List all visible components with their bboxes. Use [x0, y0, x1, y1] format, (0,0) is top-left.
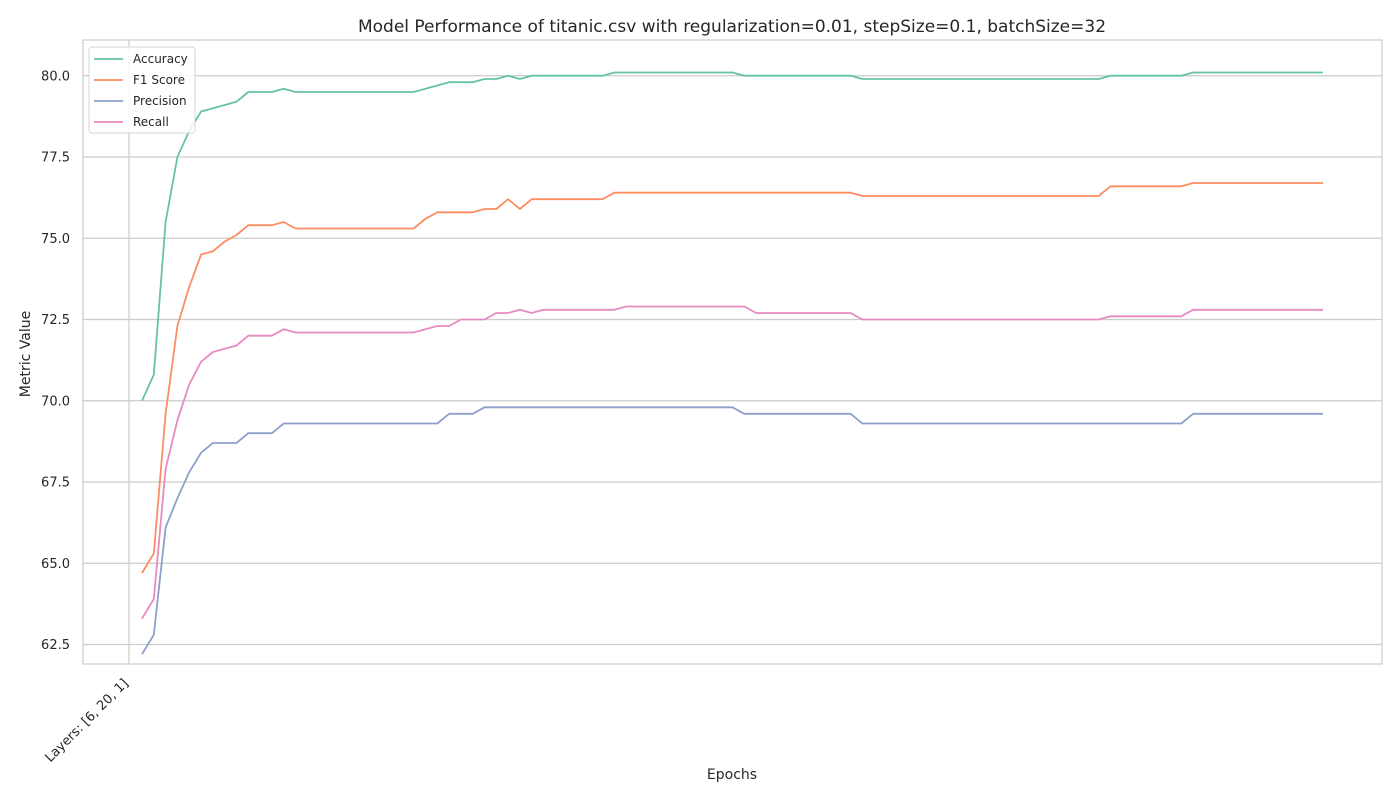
- y-tick-label: 80.0: [41, 69, 70, 84]
- x-tick-label: Layers: [6, 20, 1]: [43, 676, 132, 765]
- y-axis-ticks: 62.5 65.0 67.5 70.0 72.5 75.0 77.5 80.0: [41, 69, 70, 653]
- y-tick-label: 75.0: [41, 232, 70, 247]
- y-tick-label: 77.5: [41, 151, 70, 166]
- legend: Accuracy F1 Score Precision Recall: [88, 46, 196, 134]
- series-line-recall: [141, 305, 1323, 619]
- y-tick-label: 67.5: [41, 476, 70, 491]
- legend-label-recall: Recall: [133, 115, 169, 129]
- legend-label-f1-score: F1 Score: [133, 73, 185, 87]
- y-tick-label: 70.0: [41, 394, 70, 409]
- x-axis-label: Epochs: [707, 767, 757, 783]
- legend-label-precision: Precision: [133, 94, 187, 108]
- y-tick-label: 72.5: [41, 313, 70, 328]
- series-line-precision: [141, 406, 1323, 655]
- legend-label-accuracy: Accuracy: [133, 52, 188, 66]
- y-axis-label: Metric Value: [18, 311, 34, 397]
- chart-title: Model Performance of titanic.csv with re…: [358, 17, 1106, 37]
- series-line-accuracy: [141, 71, 1323, 402]
- x-axis-ticks: Layers: [6, 20, 1]: [43, 676, 132, 765]
- legend-box: [88, 46, 196, 134]
- grid-lines: [83, 40, 1382, 664]
- y-tick-label: 62.5: [41, 638, 70, 653]
- series-lines: [141, 71, 1323, 655]
- plot-area: [82, 39, 1383, 665]
- y-tick-label: 65.0: [41, 557, 70, 572]
- series-line-f1-score: [141, 182, 1323, 574]
